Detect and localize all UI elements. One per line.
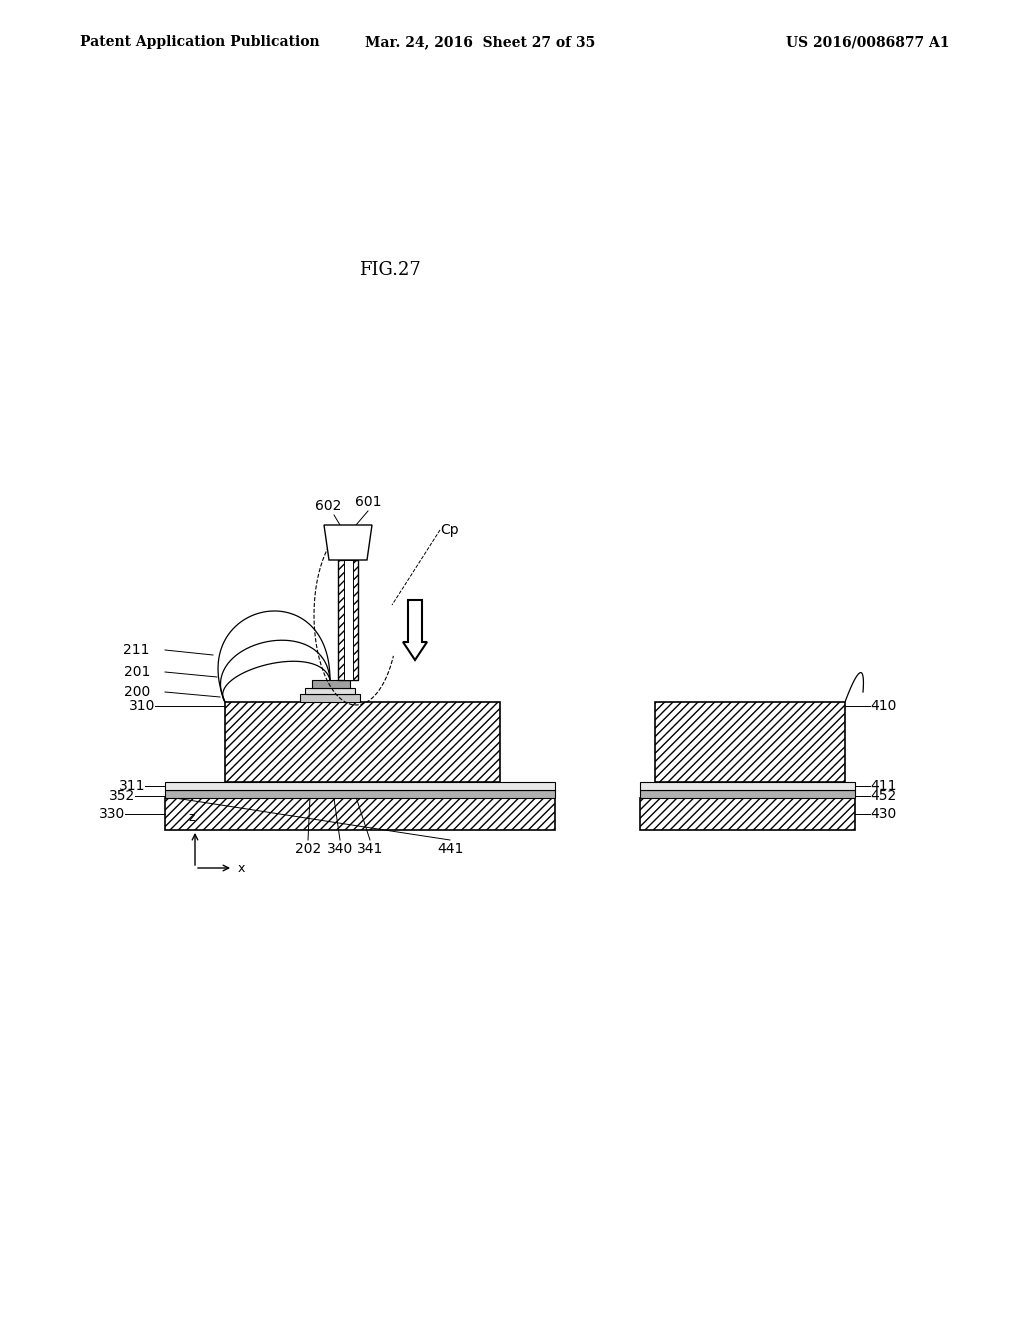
Text: 211: 211 [124, 643, 150, 657]
Bar [640, 799, 855, 830]
Bar [655, 702, 845, 781]
Text: 452: 452 [870, 789, 896, 803]
Bar [338, 560, 358, 680]
Bar [300, 694, 360, 702]
Bar [640, 781, 855, 789]
Bar [165, 799, 555, 830]
Bar [640, 789, 855, 799]
Text: FIG.27: FIG.27 [359, 261, 421, 279]
Text: US 2016/0086877 A1: US 2016/0086877 A1 [786, 36, 950, 49]
Bar [165, 789, 555, 799]
Bar [343, 560, 352, 680]
Text: 201: 201 [124, 665, 150, 678]
FancyArrow shape [403, 601, 427, 660]
Bar [165, 781, 555, 789]
Text: 341: 341 [356, 842, 383, 855]
Text: 340: 340 [327, 842, 353, 855]
Text: 601: 601 [354, 495, 381, 510]
Text: 411: 411 [870, 779, 896, 793]
Bar [312, 680, 350, 688]
Bar [225, 702, 500, 781]
Bar [305, 688, 355, 694]
Text: x: x [238, 862, 246, 874]
Text: 602: 602 [314, 499, 341, 513]
Text: Cp: Cp [440, 523, 459, 537]
Text: 430: 430 [870, 807, 896, 821]
Text: Patent Application Publication: Patent Application Publication [80, 36, 319, 49]
Text: 200: 200 [124, 685, 150, 700]
Text: 202: 202 [295, 842, 322, 855]
Text: 311: 311 [119, 779, 145, 793]
Polygon shape [324, 525, 372, 560]
Text: 330: 330 [98, 807, 125, 821]
Text: 441: 441 [437, 842, 463, 855]
Text: z: z [188, 810, 196, 824]
Text: 310: 310 [129, 700, 155, 713]
Text: 410: 410 [870, 700, 896, 713]
Text: 352: 352 [109, 789, 135, 803]
Text: Mar. 24, 2016  Sheet 27 of 35: Mar. 24, 2016 Sheet 27 of 35 [365, 36, 595, 49]
